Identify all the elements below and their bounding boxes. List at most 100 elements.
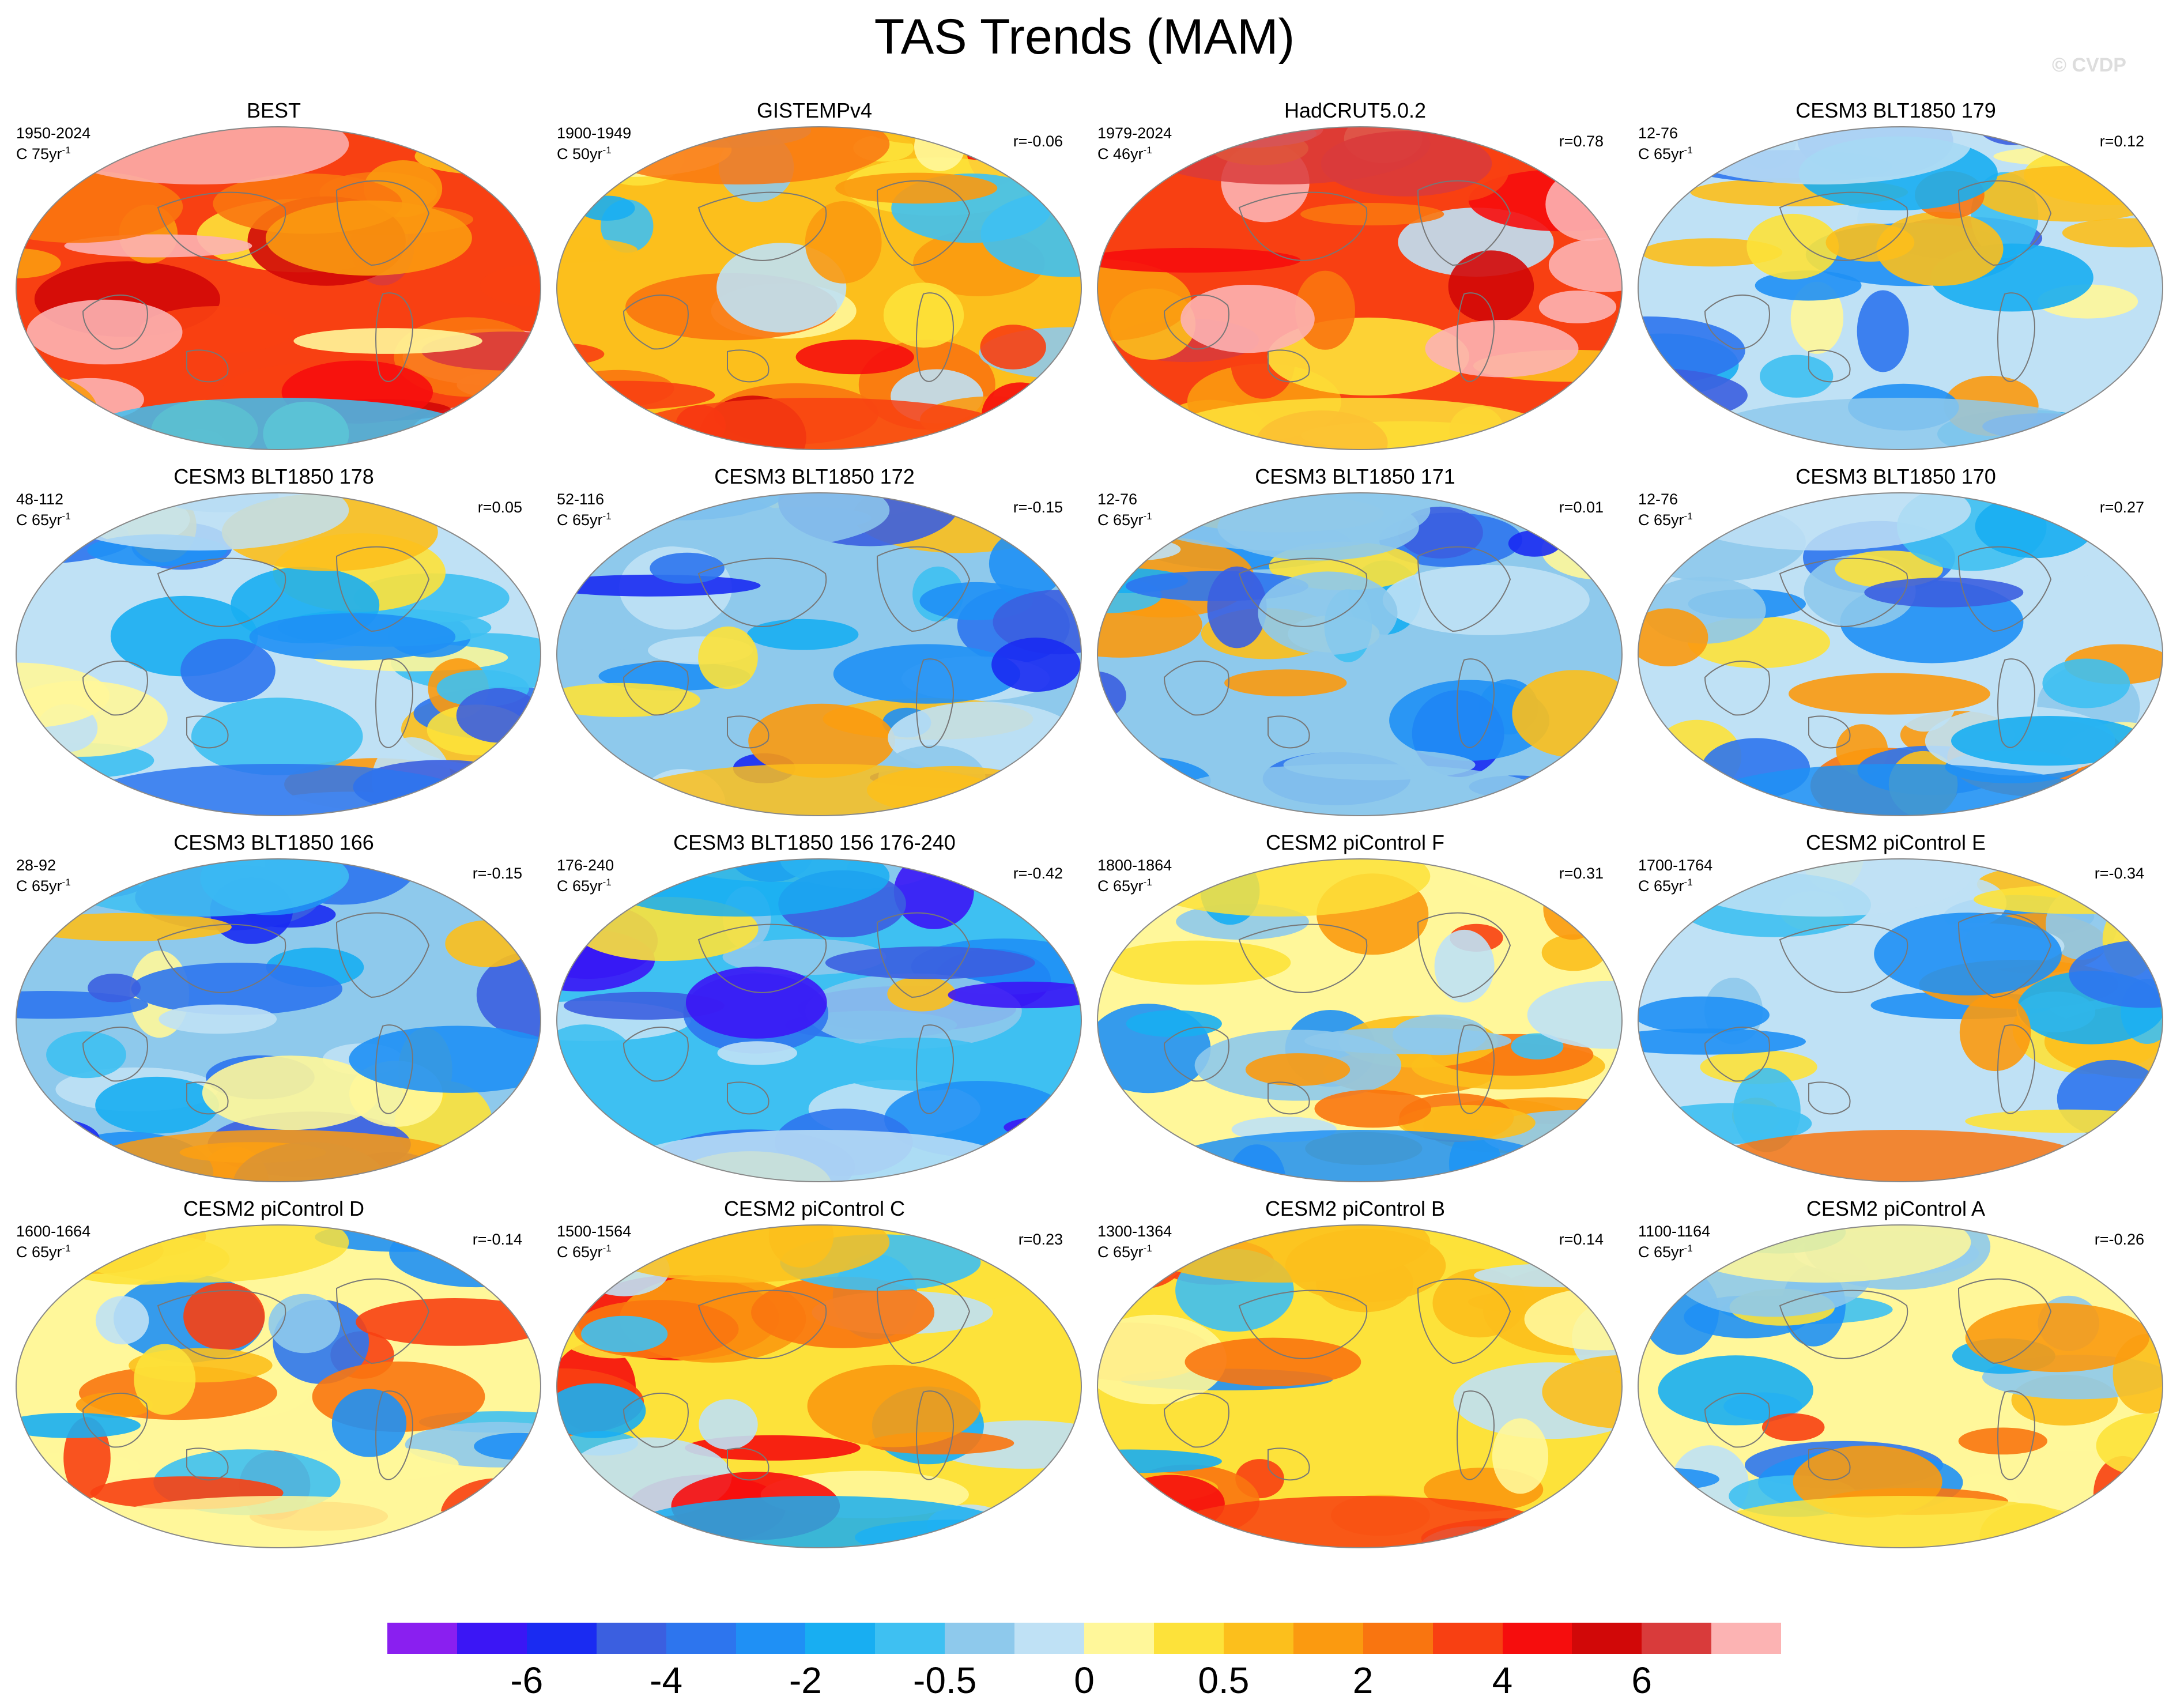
anomaly-region [180,639,276,703]
anomaly-region [948,981,1081,1009]
anomaly-region [1106,940,1291,985]
colorbar-swatch [1223,1623,1293,1654]
southern-ocean-anomaly [88,1496,469,1548]
panel-title: GISTEMPv4 [756,99,873,122]
panel-correlation: r=0.31 [1559,865,1604,882]
units-text: C 65yr [1638,511,1684,529]
coastline [623,1392,689,1448]
map-panel: CESM3 BLT1850 178 48-112 C 65yr-1 r=0.05 [6,464,542,824]
coastline [1163,1392,1229,1448]
map-border [1638,492,2163,816]
anomaly-region [202,1055,380,1130]
panel-correlation: r=0.14 [1559,1231,1604,1248]
trend-map [16,126,541,450]
anomaly-region [893,859,974,929]
anomaly-region [805,201,882,284]
units-text: C 65yr [557,511,603,529]
panel-title: CESM3 BLT1850 171 [1255,465,1455,488]
panel-period: 1700-1764 [1638,857,1713,874]
colorbar-swatch [1572,1623,1642,1654]
map-border [1097,1224,1623,1548]
units-exponent: -1 [62,145,71,156]
anomaly-region [1019,783,1066,816]
colorbar-swatch [1363,1623,1433,1654]
anomaly-region [1976,165,2163,222]
anomaly-region [557,1512,703,1548]
map-panel: CESM3 BLT1850 156 176-240 176-240 C 65yr-1… [546,830,1082,1190]
map-border [16,126,541,450]
coastline [1997,1024,2035,1114]
anomaly-region [557,1383,646,1438]
map-border [1097,492,1623,816]
map-panel: CESM2 piControl D 1600-1664 C 65yr-1 r=-0.1… [6,1196,542,1556]
anomaly-region [717,1041,798,1065]
colorbar-swatch [805,1623,876,1654]
anomaly-region [183,1283,265,1350]
anomaly-region [1975,495,2095,559]
panel-title: CESM3 BLT1850 178 [173,465,374,488]
anomaly-region [980,325,1046,369]
panel-correlation: r=-0.06 [1013,133,1063,150]
anomaly-region [1207,566,1267,648]
anomaly-region [440,1478,541,1548]
anomaly-region [1392,1015,1487,1055]
anomaly-region [699,1399,758,1450]
anomaly-region [1492,1418,1549,1494]
anomaly-region [331,1389,407,1457]
coastline [375,1024,413,1114]
southern-ocean-anomaly [1710,398,2091,450]
map-border [556,858,1082,1182]
panel-correlation: r=-0.15 [1013,499,1063,516]
anomaly-region [1541,934,1606,971]
panel-period: 1950-2024 [16,125,91,142]
anomaly-region [833,644,1021,704]
anomaly-region [1300,203,1444,225]
anomaly-region [1389,680,1550,761]
arctic-anomaly [590,493,890,551]
coastline [1238,923,1368,993]
panel-title: CESM3 BLT1850 170 [1795,465,1996,488]
anomaly-region [1876,212,2004,286]
southern-ocean-anomaly [1170,398,1550,450]
anomaly-region [1857,290,1909,372]
anomaly-region [1545,167,1622,242]
colorbar-label: 0 [1074,1660,1095,1701]
anomaly-region [557,623,659,650]
anomaly-region [1382,564,1590,635]
trend-map [1097,858,1623,1182]
panel-title: CESM2 piControl B [1265,1197,1446,1220]
arctic-anomaly [1130,1225,1431,1283]
anomaly-region [1658,1355,1813,1426]
colorbar-swatch [666,1623,736,1654]
panel-period: 1900-1949 [557,125,632,142]
southern-ocean-anomaly [629,764,1009,816]
coastline [157,191,286,261]
map-panel: CESM3 BLT1850 171 12-76 C 65yr-1 r=0.01 [1087,464,1623,824]
coastline [1704,1392,1770,1448]
panel-correlation: r=-0.26 [2094,1231,2144,1248]
anomaly-region [751,1276,935,1348]
anomaly-region [1126,1010,1222,1038]
anomaly-region [1951,716,2145,766]
anomaly-region [1425,320,1579,378]
anomaly-region [557,683,700,717]
units-text: C 65yr [16,1243,62,1261]
map-panel: CESM3 BLT1850 170 12-76 C 65yr-1 r=0.27 [1628,464,2164,824]
anomaly-region [557,574,761,597]
units-exponent: -1 [1143,145,1152,156]
anomaly-region [1746,213,1839,280]
arctic-anomaly [49,1225,349,1283]
anomaly-region [1224,669,1347,697]
coastline [82,1026,148,1082]
panel-units: C 65yr-1 [16,874,71,895]
units-text: C 46yr [1097,145,1144,163]
coastline [157,923,286,993]
panel-period: 1800-1864 [1097,857,1172,874]
coastline [1417,180,1511,266]
panel-period: 28-92 [16,857,56,874]
colorbar-swatch [1084,1623,1154,1654]
trend-map [1097,492,1623,816]
anomaly-region [293,328,482,354]
coastline [1417,912,1511,998]
trend-map [556,858,1082,1182]
